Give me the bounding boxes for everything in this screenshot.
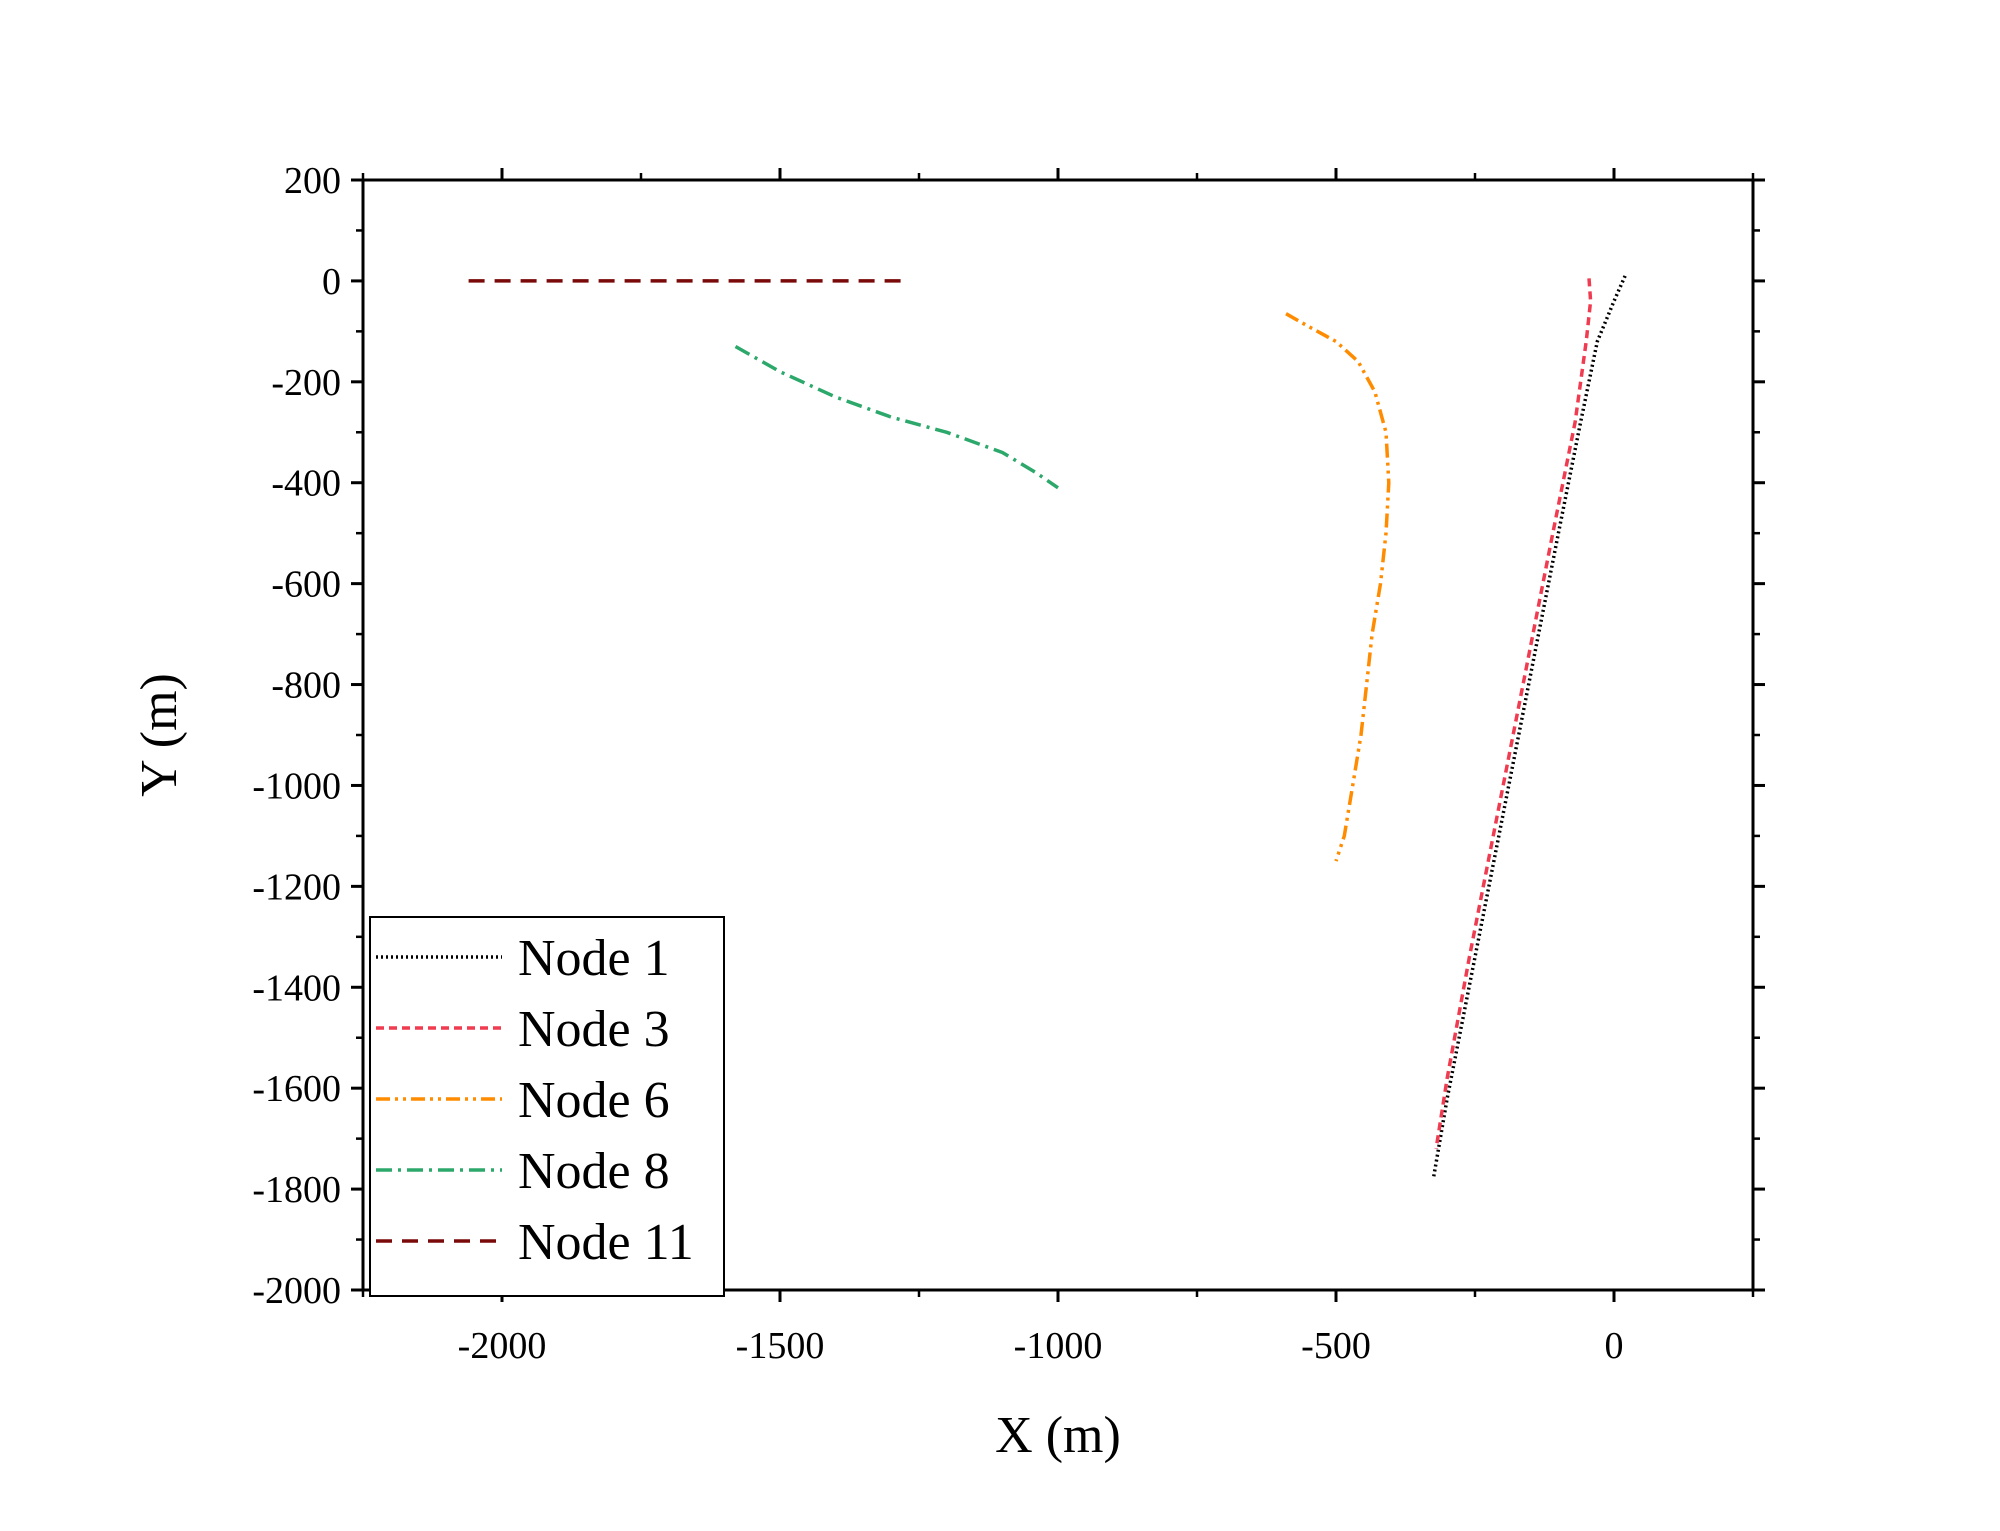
x-tick-label: -500 [1301,1325,1371,1367]
series-line-node-3 [1434,278,1593,1149]
legend-label: Node 1 [518,930,670,987]
y-axis-title: Y (m) [131,673,188,797]
series-line-node-1 [1431,275,1627,1180]
legend-label: Node 3 [518,1001,670,1058]
x-tick-label: 0 [1605,1325,1624,1367]
y-tick-label: -2000 [252,1270,341,1312]
x-tick-label: -1000 [1014,1325,1103,1367]
y-tick-label: -1600 [252,1068,341,1110]
legend: Node 1 Node 3 Node 6 Node 8 Node 11 [369,916,725,1297]
series-line-node-6 [1285,312,1391,862]
y-tick-label: -200 [271,362,341,404]
x-axis-title: X (m) [995,1407,1121,1464]
legend-label: Node 6 [518,1072,670,1129]
y-tick-label: 0 [322,261,341,303]
ticks-layer: -2000 -1500 -1000 -500 0 200 0 -200 -400 -600 -800… [252,160,1765,1367]
x-tick-label: -2000 [458,1325,547,1367]
series-line-node-8 [734,344,1059,490]
legend-label: Node 8 [518,1143,670,1200]
y-tick-label: -1400 [252,967,341,1009]
x-tick-label: -1500 [736,1325,825,1367]
y-tick-label: -600 [271,564,341,606]
y-tick-label: -1200 [252,866,341,908]
y-tick-label: -800 [271,665,341,707]
y-tick-label: -400 [271,463,341,505]
y-tick-label: 200 [284,160,341,202]
y-tick-label: -1800 [252,1169,341,1211]
y-tick-label: -1000 [252,765,341,807]
legend-box [369,916,725,1297]
series-layer [468,275,1627,1180]
legend-label: Node 11 [518,1214,694,1271]
